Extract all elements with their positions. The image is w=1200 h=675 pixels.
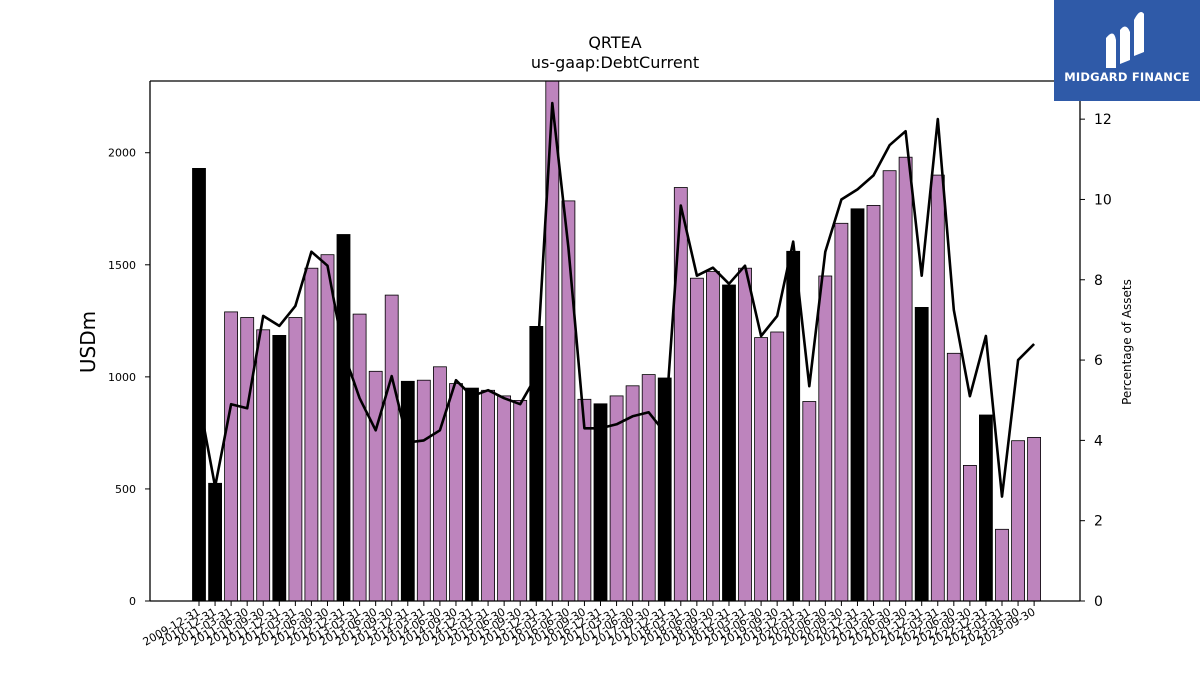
bar (497, 395, 512, 602)
y2-tick-label: 6 (1094, 353, 1103, 369)
bar (754, 337, 768, 602)
y-tick-label: 1500 (108, 259, 136, 272)
bar (240, 317, 255, 602)
bar (995, 528, 1009, 602)
bar (449, 383, 463, 602)
y-tick-label: 0 (129, 595, 136, 608)
y2-tick-label: 4 (1094, 433, 1103, 449)
y-tick-label: 1000 (108, 371, 136, 384)
bar (673, 187, 688, 602)
bar (834, 222, 849, 602)
chart-subtitle: us-gaap:DebtCurrent (531, 53, 699, 72)
bar (384, 294, 399, 602)
bar (914, 306, 929, 602)
bar (738, 267, 752, 602)
bar (224, 311, 239, 602)
bar-series (192, 80, 1041, 602)
y2-tick-label: 12 (1094, 112, 1112, 128)
pct-assets-line (197, 101, 1036, 498)
bar (192, 167, 206, 602)
bar (930, 174, 945, 602)
bar (946, 352, 961, 602)
bar (304, 267, 319, 602)
y2-tick-label: 8 (1094, 273, 1103, 289)
brand-name: MIDGARD FINANCE (1064, 70, 1190, 84)
bar (706, 271, 720, 602)
y2-axis-label: Percentage of Assets (1120, 279, 1134, 405)
bar (802, 401, 817, 602)
bar (979, 414, 993, 602)
bar (593, 403, 608, 602)
y2-tick-label: 0 (1094, 594, 1103, 610)
bar (352, 313, 367, 602)
bar (963, 464, 977, 602)
bar (1027, 436, 1041, 602)
y-axis-label: USDm (76, 311, 100, 373)
y2-tick-label: 10 (1094, 192, 1112, 208)
bar (786, 250, 801, 602)
bar (690, 277, 704, 602)
bar (657, 377, 672, 602)
bar (481, 389, 496, 602)
bar (641, 374, 656, 602)
bar (368, 370, 383, 602)
bar (256, 329, 271, 602)
bar (898, 156, 913, 602)
bar (432, 366, 447, 602)
bar (416, 379, 431, 602)
bar (400, 380, 415, 602)
bar (288, 317, 303, 602)
bar (850, 208, 865, 602)
bar (320, 254, 335, 602)
bar (208, 482, 223, 602)
bar (336, 234, 351, 602)
bar (1011, 440, 1025, 602)
y2-tick-label: 2 (1094, 514, 1103, 530)
logo-mark-icon (1106, 12, 1144, 68)
bar (818, 275, 833, 602)
bar (882, 170, 897, 602)
bar (866, 204, 881, 602)
bar (722, 284, 736, 602)
bar (513, 399, 528, 602)
bar (770, 331, 785, 602)
bar (272, 334, 287, 602)
y-tick-label: 500 (115, 483, 136, 496)
y-tick-label: 2000 (108, 147, 136, 160)
brand-logo: MIDGARD FINANCE (1054, 0, 1200, 101)
pct-assets-line-series (197, 101, 1036, 498)
bar (465, 387, 479, 602)
chart-title: QRTEA (588, 33, 641, 52)
axes: 05001000150020000246810122009-12-312010-… (108, 80, 1112, 649)
